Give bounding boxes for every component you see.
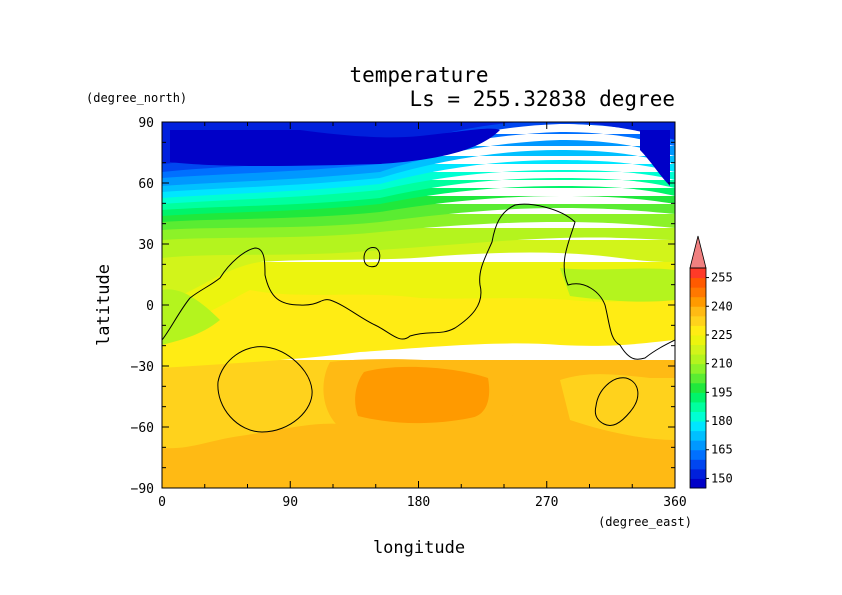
colorbar-tick-label: 180 <box>711 414 733 428</box>
colorbar-swatch <box>690 411 706 422</box>
x-unit-label: (degree_east) <box>598 515 692 529</box>
colorbar-swatch <box>690 325 706 336</box>
colorbar-swatch <box>690 354 706 365</box>
colorbar-swatch <box>690 401 706 412</box>
field-band-warm-right <box>560 374 675 440</box>
y-tick-label: 0 <box>146 299 154 314</box>
y-axis: 90 60 30 0 −30 −60 −90 <box>131 116 675 497</box>
colorbar-swatch <box>690 373 706 384</box>
colorbar-swatch <box>690 287 706 298</box>
colorbar-swatch <box>690 363 706 374</box>
colorbar-frame <box>689 267 707 489</box>
colorbar-swatch <box>690 421 706 432</box>
colorbar-swatch <box>690 344 706 355</box>
colorbar-extend-triangle <box>689 235 707 269</box>
colorbar-swatch <box>690 334 706 346</box>
x-tick-label: 360 <box>663 495 686 510</box>
x-tick-label: 90 <box>282 495 298 510</box>
colorbar-swatch <box>690 392 706 403</box>
contour-hellas <box>217 346 313 433</box>
colorbar: 150 165 180 195 210 225 240 255 <box>689 235 733 489</box>
field-polar-core-right <box>640 130 670 186</box>
chart-subtitle: Ls = 255.32838 degree <box>409 87 675 111</box>
colorbar-swatch <box>690 430 706 441</box>
x-axis-label: longitude <box>373 538 465 558</box>
field-band-polar-right <box>580 122 675 140</box>
colorbar-tick-label: 255 <box>711 271 733 285</box>
colorbar-swatch <box>690 440 706 451</box>
field-band-south-yellow <box>162 360 350 449</box>
y-tick-label: −60 <box>131 421 154 436</box>
colorbar-swatch <box>690 277 706 288</box>
x-tick-label: 0 <box>158 495 166 510</box>
colorbar-swatch <box>690 468 706 479</box>
y-axis-label: latitude <box>94 264 114 346</box>
x-tick-label: 270 <box>535 495 558 510</box>
colorbar-tick-label: 150 <box>711 471 733 485</box>
colorbar-swatch <box>690 296 706 307</box>
colorbar-tick-label: 225 <box>711 328 733 342</box>
colorbar-swatch <box>690 315 706 326</box>
colorbar-swatch <box>690 449 706 460</box>
temperature-field <box>162 122 675 488</box>
colorbar-tick-label: 240 <box>711 299 733 313</box>
colorbar-tick-label: 195 <box>711 385 733 399</box>
y-unit-label: (degree_north) <box>86 91 187 105</box>
contour-small-north <box>363 247 381 268</box>
contour-argyre <box>594 377 639 426</box>
field-band-equator <box>162 262 675 330</box>
colorbar-swatch <box>690 382 706 393</box>
colorbar-tick-label: 165 <box>711 443 733 457</box>
chart-title: temperature <box>349 63 488 87</box>
x-axis: 0 90 180 270 360 <box>158 122 687 510</box>
colorbar-swatch <box>690 478 706 489</box>
colorbar-swatch <box>690 306 706 317</box>
coastline-contours <box>162 203 675 433</box>
y-tick-label: 90 <box>138 116 154 131</box>
y-tick-label: 30 <box>138 238 154 253</box>
y-tick-label: −30 <box>131 360 154 375</box>
colorbar-swatch <box>690 268 706 279</box>
field-patch-green-left <box>162 289 220 345</box>
contour-main <box>162 203 675 360</box>
field-band-midsouth <box>162 290 675 368</box>
x-tick-label: 180 <box>407 495 430 510</box>
colorbar-swatch <box>690 459 706 470</box>
y-tick-label: 60 <box>138 177 154 192</box>
field-polar-core <box>170 128 500 166</box>
field-hot-region <box>355 366 490 424</box>
field-patch-green-right <box>560 268 675 302</box>
colorbar-tick-label: 210 <box>711 357 733 371</box>
field-band-greenyellow <box>162 240 675 300</box>
y-tick-label: −90 <box>131 482 154 497</box>
